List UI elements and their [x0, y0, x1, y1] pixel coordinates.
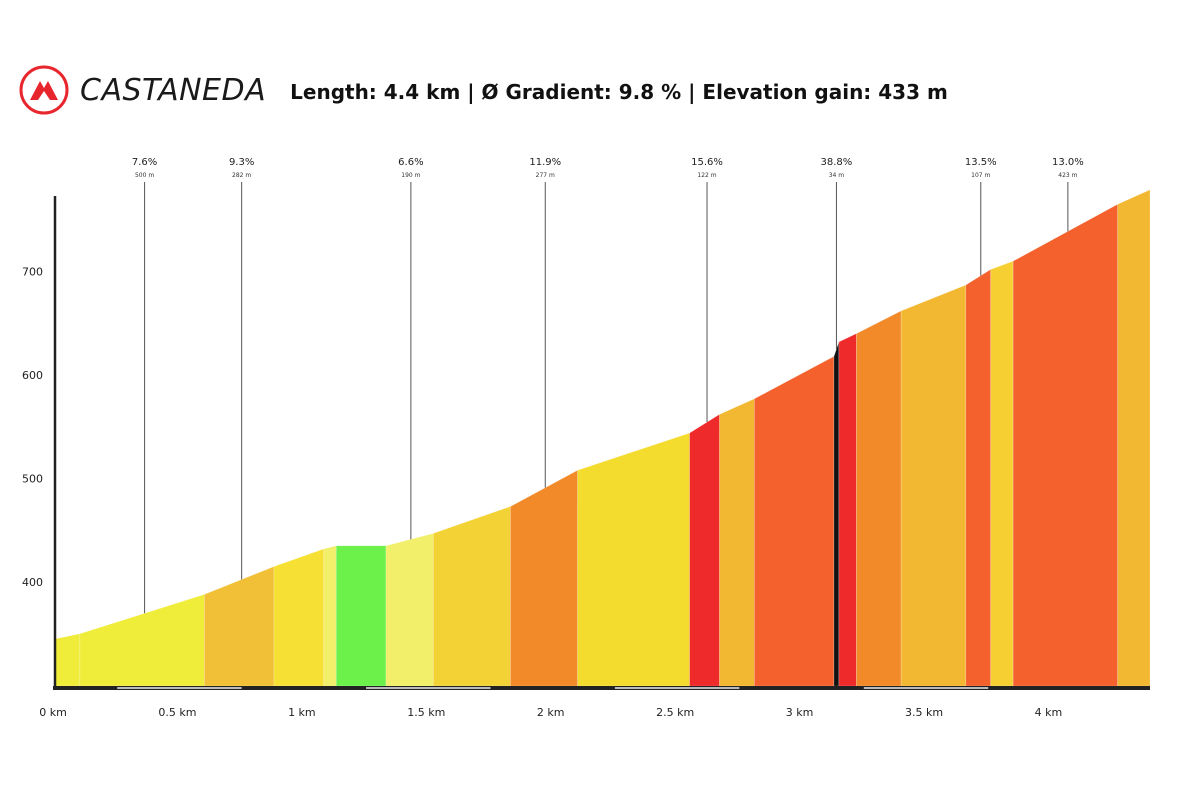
- annotation-length-3: 277 m: [536, 172, 555, 179]
- gradient-annotations: 7.6% 500 m 9.3% 282 m 6.6% 190 m 11.9% 277 m 15.…: [132, 157, 1084, 614]
- profile-segment-15: [856, 310, 902, 687]
- annotation-length-6: 107 m: [971, 172, 990, 179]
- profile-segment-16: [900, 284, 967, 687]
- profile-segment-3: [273, 548, 325, 687]
- profile-segment-6: [385, 532, 434, 687]
- annotation-length-2: 190 m: [401, 172, 420, 179]
- profile-segment-5: [335, 545, 387, 687]
- x-tick-label: 2 km: [537, 706, 565, 719]
- annotation-gradient-5: 38.8%: [821, 157, 853, 168]
- x-tick-label: 2.5 km: [656, 706, 694, 719]
- annotation-length-1: 282 m: [232, 172, 251, 179]
- annotation-length-7: 423 m: [1058, 172, 1077, 179]
- profile-segment-1: [79, 594, 205, 687]
- annotation-length-4: 122 m: [697, 172, 716, 179]
- x-tick-label: 3 km: [786, 706, 814, 719]
- profile-segment-18: [990, 260, 1014, 687]
- y-tick-label: 600: [22, 369, 43, 382]
- annotation-length-5: 34 m: [829, 172, 845, 179]
- mountain-logo-icon: [19, 65, 69, 115]
- profile-segment-14: [838, 333, 857, 687]
- annotation-gradient-7: 13.0%: [1052, 157, 1084, 168]
- y-tick-label: 700: [22, 266, 43, 279]
- x-tick-label: 0 km: [39, 706, 67, 719]
- profile-segment-20: [1117, 189, 1151, 687]
- x-tick-label: 4 km: [1035, 706, 1063, 719]
- annotation-gradient-6: 13.5%: [965, 157, 997, 168]
- profile-segment-12: [754, 355, 835, 687]
- annotation-gradient-0: 7.6%: [132, 157, 157, 168]
- x-tick-label: 1 km: [288, 706, 316, 719]
- profile-segment-10: [689, 413, 720, 687]
- profile-segment-13: [833, 341, 840, 687]
- annotation-gradient-1: 9.3%: [229, 157, 254, 168]
- profile-segment-0: [54, 633, 81, 687]
- profile-segment-7: [432, 506, 511, 687]
- annotation-gradient-3: 11.9%: [529, 157, 561, 168]
- profile-segments: [54, 189, 1151, 687]
- chart-header: CASTANEDA Length: 4.4 km | Ø Gradient: 9…: [18, 62, 948, 118]
- profile-segment-9: [577, 432, 690, 687]
- profile-segment-4: [323, 545, 337, 687]
- annotation-gradient-2: 6.6%: [398, 157, 423, 168]
- annotation-gradient-4: 15.6%: [691, 157, 723, 168]
- profile-segment-19: [1012, 203, 1118, 687]
- y-tick-label: 400: [22, 576, 43, 589]
- climb-stats: Length: 4.4 km | Ø Gradient: 9.8 % | Ele…: [290, 80, 948, 104]
- y-tick-label: 500: [22, 473, 43, 486]
- x-tick-label: 3.5 km: [905, 706, 943, 719]
- x-tick-label: 1.5 km: [407, 706, 445, 719]
- axes: 0 km 0.5 km 1 km 1.5 km 2 km 2.5 km 3 km 3.5 km…: [22, 196, 1150, 719]
- x-tick-label: 0.5 km: [158, 706, 196, 719]
- annotation-length-0: 500 m: [135, 172, 154, 179]
- profile-segment-11: [719, 398, 755, 687]
- climb-name: CASTANEDA: [80, 72, 267, 108]
- profile-segment-8: [510, 469, 578, 687]
- profile-segment-17: [965, 268, 992, 687]
- profile-segment-2: [204, 566, 275, 687]
